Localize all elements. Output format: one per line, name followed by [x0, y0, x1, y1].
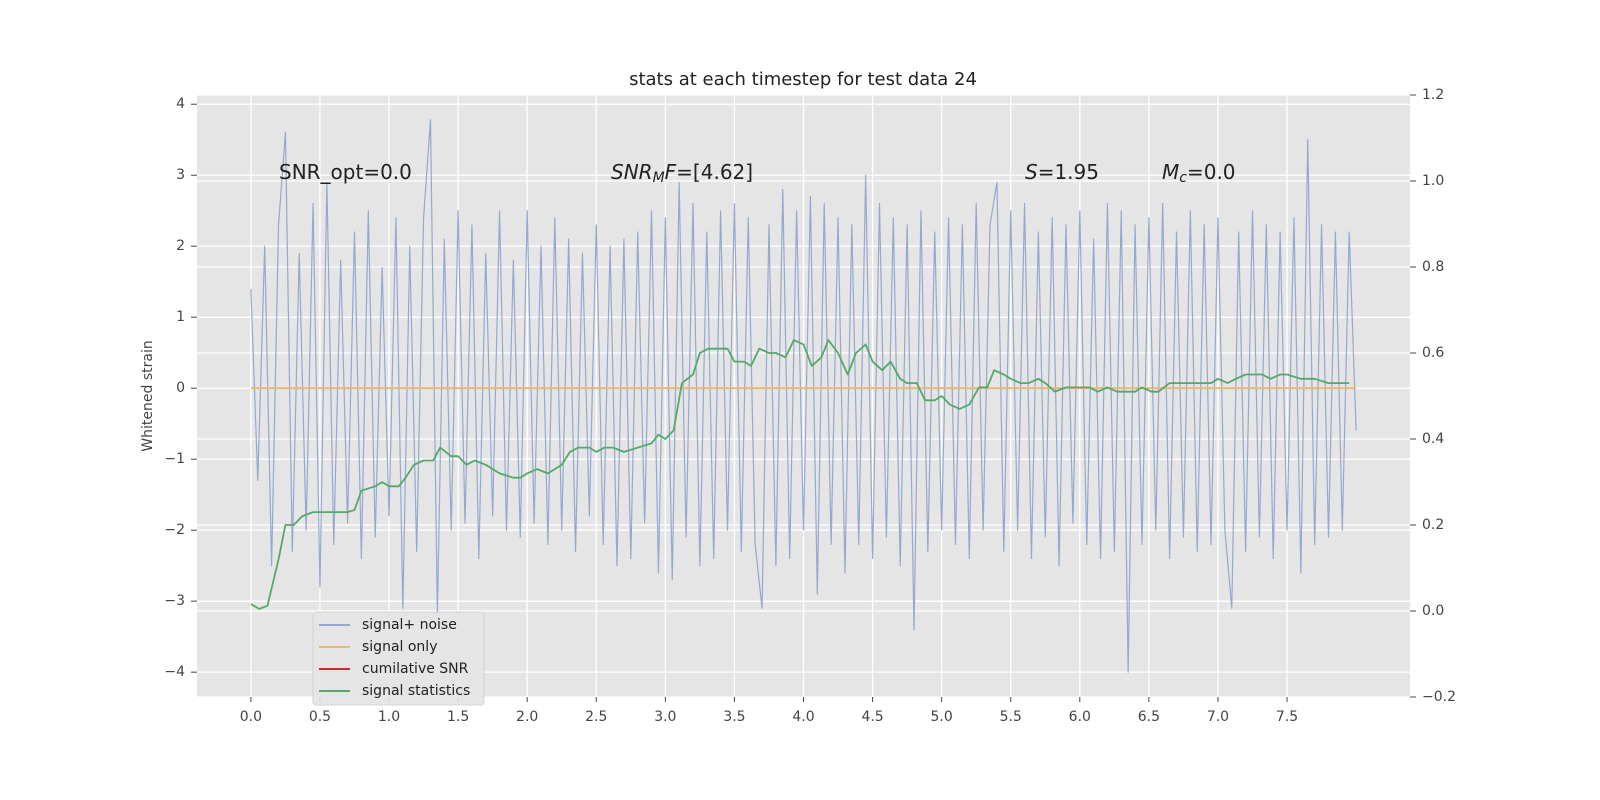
x-tick-label: 6.5 [1138, 709, 1160, 725]
annotation-part: =0.0 [1187, 160, 1236, 184]
y-tick-label: 0 [176, 380, 185, 396]
x-tick-label: 7.5 [1276, 709, 1298, 725]
x-tick-label: 5.5 [1000, 709, 1022, 725]
legend-box [312, 611, 485, 706]
x-tick-label: 7.0 [1207, 709, 1229, 725]
y2-tick-label: 0.4 [1422, 431, 1444, 447]
y2-tick-label: −0.2 [1422, 689, 1456, 705]
x-tick-label: 0.0 [240, 709, 262, 725]
annotation: SNR_opt=0.0 [279, 160, 412, 184]
annotation-part: M [1162, 160, 1179, 184]
legend-label: signal+ noise [362, 617, 457, 633]
legend: signal+ noise signal only cumilative SNR si… [312, 611, 485, 706]
y-tick-label: 3 [176, 167, 185, 183]
x-tick-label: 1.0 [378, 709, 400, 725]
x-tick-label: 4.5 [861, 709, 883, 725]
annotation: SNRMF=[4.62] [611, 160, 753, 187]
x-tick-label: 5.0 [931, 709, 953, 725]
y-tick-label: 2 [176, 238, 185, 254]
y2-tick-label: 0.6 [1422, 345, 1444, 361]
x-tick-label: 4.0 [792, 709, 814, 725]
legend-label: signal statistics [362, 683, 470, 699]
x-tick-label: 3.0 [654, 709, 676, 725]
y-tick-label: −2 [164, 522, 185, 538]
x-tick-label: 2.5 [585, 709, 607, 725]
annotation-part: S [1025, 160, 1038, 184]
x-tick-label: 3.5 [723, 709, 745, 725]
annotation-part: F [665, 160, 677, 184]
y-axis-label: Whitened strain [140, 340, 156, 451]
marks [250, 119, 1357, 673]
legend-label: signal only [362, 639, 437, 655]
y-tick-label: 4 [176, 96, 185, 112]
series-line [250, 339, 1350, 610]
x-tick-label: 2.0 [516, 709, 538, 725]
annotation: S=1.95 [1025, 160, 1099, 184]
x-tick-label: 1.5 [447, 709, 469, 725]
y-tick-label: −4 [164, 664, 185, 680]
annotation-part: M [653, 170, 665, 186]
x-tick-label: 6.0 [1069, 709, 1091, 725]
annotation: Mc=0.0 [1162, 160, 1236, 187]
y2-tick-label: 0.8 [1422, 259, 1444, 275]
y-tick-label: −3 [164, 593, 185, 609]
x-tick-label: 0.5 [309, 709, 331, 725]
series-line [250, 119, 1357, 673]
annotation-part: =1.95 [1038, 160, 1099, 184]
annotation-part: c [1179, 170, 1187, 186]
chart-title: stats at each timestep for test data 24 [629, 69, 977, 90]
annotation-part: SNR [611, 160, 653, 184]
annotation-part: =[4.62] [676, 160, 753, 184]
y2-tick-label: 0.2 [1422, 517, 1444, 533]
y2-tick-label: 1.0 [1422, 173, 1444, 189]
legend-label: cumilative SNR [362, 661, 469, 677]
y2-tick-label: 1.2 [1422, 87, 1444, 103]
axes: 0.0 0.5 1.0 1.5 2.0 2.5 3.0 3.5 4.0 4.5 5.0 5.5 6.0 6… [164, 87, 1456, 725]
y-tick-label: 1 [176, 309, 185, 325]
y-tick-label: −1 [164, 451, 185, 467]
y2-tick-label: 0.0 [1422, 603, 1444, 619]
annotation-part: SNR_opt=0.0 [279, 160, 412, 184]
